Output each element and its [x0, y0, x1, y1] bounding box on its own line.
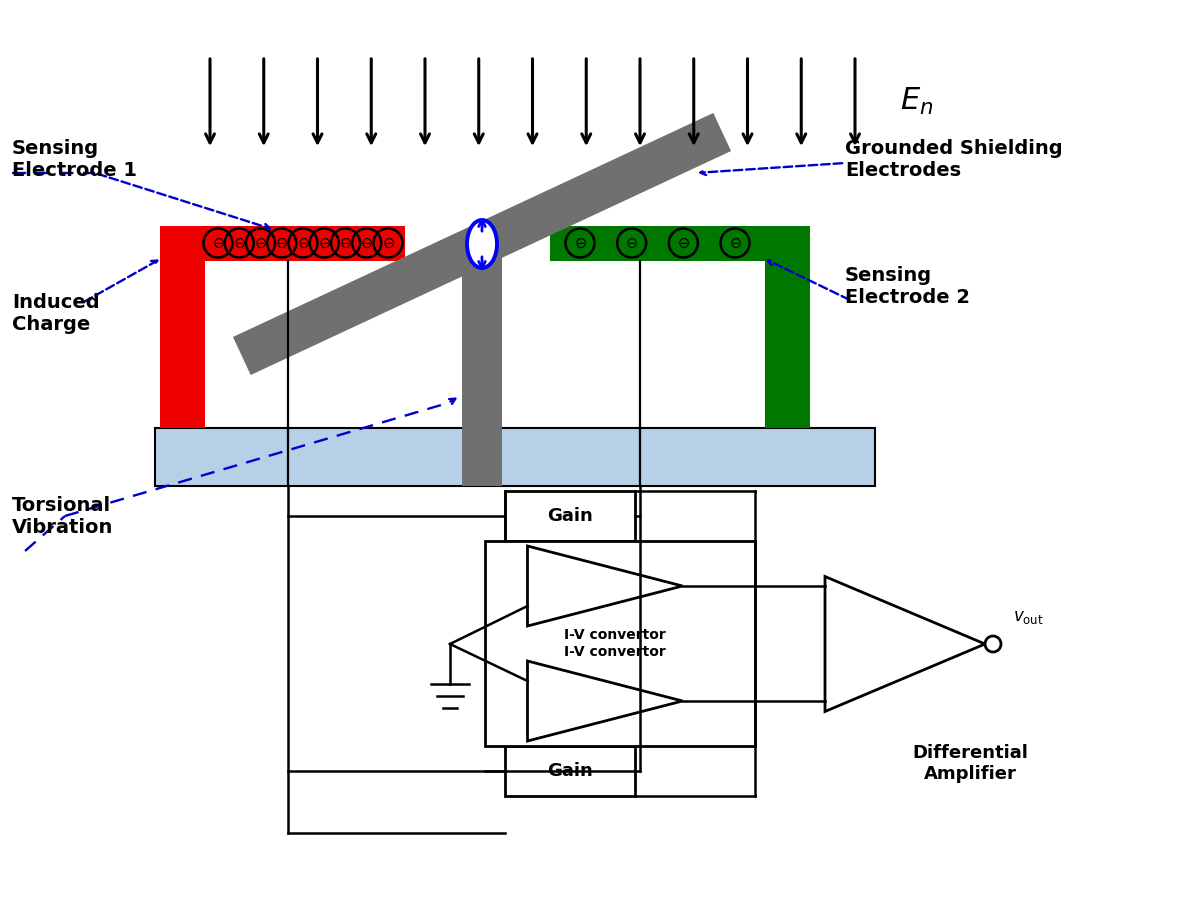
- Text: $\ominus$: $\ominus$: [211, 236, 224, 251]
- FancyBboxPatch shape: [505, 491, 635, 541]
- Text: $E_n$: $E_n$: [900, 86, 934, 117]
- Text: $\ominus$: $\ominus$: [340, 236, 352, 251]
- Text: $\ominus$: $\ominus$: [233, 236, 246, 251]
- Text: $\ominus$: $\ominus$: [318, 236, 331, 251]
- Text: Induced
Charge: Induced Charge: [12, 293, 100, 334]
- Text: $\ominus$: $\ominus$: [728, 236, 742, 251]
- Text: I-V convertor
I-V convertor: I-V convertor I-V convertor: [564, 628, 666, 659]
- Ellipse shape: [467, 220, 497, 268]
- Text: $\ominus$: $\ominus$: [360, 236, 373, 251]
- Polygon shape: [528, 546, 683, 626]
- Text: Sensing
Electrode 1: Sensing Electrode 1: [12, 139, 137, 180]
- Polygon shape: [826, 577, 985, 712]
- Text: $\ominus$: $\ominus$: [574, 236, 587, 251]
- Text: Gain: Gain: [547, 507, 593, 525]
- Text: $\ominus$: $\ominus$: [625, 236, 638, 251]
- Text: $\ominus$: $\ominus$: [382, 236, 395, 251]
- Text: $\ominus$: $\ominus$: [296, 236, 310, 251]
- Polygon shape: [550, 226, 810, 428]
- Text: $\ominus$: $\ominus$: [275, 236, 288, 251]
- FancyBboxPatch shape: [505, 746, 635, 796]
- Text: $\ominus$: $\ominus$: [254, 236, 266, 251]
- Polygon shape: [528, 661, 683, 741]
- FancyBboxPatch shape: [155, 428, 875, 486]
- FancyBboxPatch shape: [485, 541, 755, 746]
- Text: Torsional
Vibration: Torsional Vibration: [12, 496, 113, 537]
- Circle shape: [985, 636, 1001, 652]
- Polygon shape: [233, 113, 731, 375]
- Text: $v_{\mathrm{out}}$: $v_{\mathrm{out}}$: [1013, 608, 1044, 626]
- Text: Grounded Shielding
Electrodes: Grounded Shielding Electrodes: [845, 139, 1063, 180]
- Polygon shape: [160, 226, 406, 428]
- Text: Differential
Amplifier: Differential Amplifier: [912, 744, 1028, 783]
- FancyBboxPatch shape: [462, 244, 502, 486]
- Text: $\ominus$: $\ominus$: [677, 236, 690, 251]
- Text: Gain: Gain: [547, 762, 593, 780]
- Text: Sensing
Electrode 2: Sensing Electrode 2: [845, 266, 970, 307]
